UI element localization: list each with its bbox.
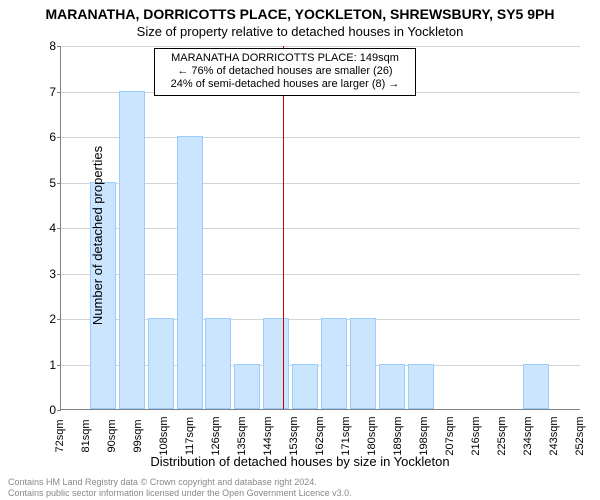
x-tick-label: 171sqm — [340, 416, 352, 456]
footer-line-2: Contains public sector information licen… — [8, 488, 352, 498]
y-tick-label: 7 — [36, 85, 56, 99]
annotation-line: ← 76% of detached houses are smaller (26… — [160, 65, 410, 78]
x-tick-label: 252sqm — [574, 416, 586, 456]
x-tick-label: 99sqm — [132, 416, 144, 456]
histogram-bar — [205, 318, 231, 409]
y-tick-label: 8 — [36, 39, 56, 53]
annotation-line: 24% of semi-detached houses are larger (… — [160, 78, 410, 91]
x-tick-label: 162sqm — [314, 416, 326, 456]
y-tick — [57, 365, 61, 366]
x-tick-label: 135sqm — [236, 416, 248, 456]
y-tick — [57, 183, 61, 184]
x-tick-label: 72sqm — [54, 416, 66, 456]
y-tick-label: 5 — [36, 176, 56, 190]
annotation-box: MARANATHA DORRICOTTS PLACE: 149sqm← 76% … — [154, 48, 416, 96]
reference-line — [283, 46, 284, 409]
x-axis-label: Distribution of detached houses by size … — [0, 454, 600, 469]
histogram-bar — [263, 318, 289, 409]
x-tick-label: 198sqm — [418, 416, 430, 456]
x-tick-label: 144sqm — [262, 416, 274, 456]
y-tick-label: 0 — [36, 403, 56, 417]
y-tick-label: 3 — [36, 267, 56, 281]
y-tick-label: 1 — [36, 358, 56, 372]
chart-title-1: MARANATHA, DORRICOTTS PLACE, YOCKLETON, … — [0, 0, 600, 22]
y-tick — [57, 274, 61, 275]
histogram-bar — [379, 364, 405, 410]
x-tick-label: 108sqm — [158, 416, 170, 456]
gridline-h — [61, 46, 580, 47]
x-tick-label: 189sqm — [392, 416, 404, 456]
histogram-bar — [523, 364, 549, 410]
footer-attribution: Contains HM Land Registry data © Crown c… — [8, 477, 352, 498]
plot-area: MARANATHA DORRICOTTS PLACE: 149sqm← 76% … — [60, 46, 580, 410]
y-tick-label: 6 — [36, 130, 56, 144]
x-tick-label: 126sqm — [210, 416, 222, 456]
x-tick-label: 234sqm — [522, 416, 534, 456]
histogram-bar — [119, 91, 145, 410]
x-tick-label: 81sqm — [80, 416, 92, 456]
x-tick-label: 153sqm — [288, 416, 300, 456]
x-tick-label: 90sqm — [106, 416, 118, 456]
histogram-bar — [321, 318, 347, 409]
y-tick — [57, 410, 61, 411]
histogram-bar — [408, 364, 434, 410]
y-tick — [57, 92, 61, 93]
x-tick-label: 225sqm — [496, 416, 508, 456]
histogram-bar — [350, 318, 376, 409]
x-tick-label: 216sqm — [470, 416, 482, 456]
histogram-bar — [177, 136, 203, 409]
y-tick-label: 4 — [36, 221, 56, 235]
histogram-bar — [292, 364, 318, 410]
y-tick — [57, 228, 61, 229]
histogram-bar — [234, 364, 260, 410]
y-tick — [57, 137, 61, 138]
footer-line-1: Contains HM Land Registry data © Crown c… — [8, 477, 352, 487]
histogram-bar — [148, 318, 174, 409]
y-tick-label: 2 — [36, 312, 56, 326]
annotation-line: MARANATHA DORRICOTTS PLACE: 149sqm — [160, 52, 410, 65]
x-tick-label: 243sqm — [548, 416, 560, 456]
x-tick-label: 117sqm — [184, 416, 196, 456]
y-tick — [57, 46, 61, 47]
x-tick-label: 207sqm — [444, 416, 456, 456]
x-tick-label: 180sqm — [366, 416, 378, 456]
y-tick — [57, 319, 61, 320]
y-axis-label: Number of detached properties — [90, 146, 105, 325]
chart-title-2: Size of property relative to detached ho… — [0, 24, 600, 39]
